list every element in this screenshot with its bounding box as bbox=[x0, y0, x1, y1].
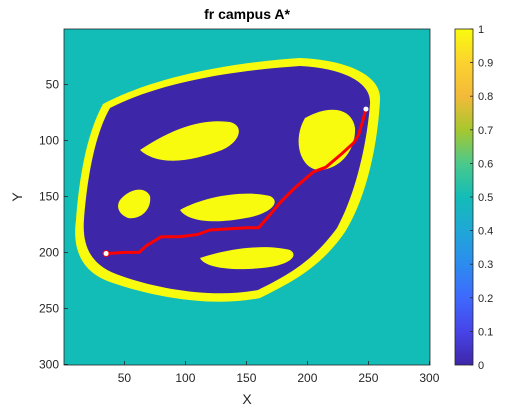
island-lower bbox=[200, 247, 294, 270]
path-end-marker bbox=[363, 106, 369, 112]
y-tick-label: 250 bbox=[39, 301, 59, 315]
colorbar-ticks: 0 0.1 0.2 0.3 0.4 0.5 0.6 0.7 0.8 0.9 1 bbox=[470, 24, 493, 372]
y-tick-label: 200 bbox=[39, 245, 59, 259]
colorbar-tick-label: 0.2 bbox=[478, 293, 493, 305]
y-tick-label: 300 bbox=[39, 357, 59, 371]
y-tick-label: 150 bbox=[39, 189, 59, 203]
colorbar-tick-label: 0.8 bbox=[478, 91, 493, 103]
colorbar-tick-label: 0.4 bbox=[478, 226, 493, 238]
x-tick-label: 200 bbox=[297, 371, 317, 385]
axes-box bbox=[63, 28, 431, 366]
colorbar-tick-label: 0.5 bbox=[478, 192, 493, 204]
island-mid bbox=[180, 193, 275, 222]
colorbar-tick-label: 0.7 bbox=[478, 125, 493, 137]
x-axis-ticks: 50 100 150 200 250 300 bbox=[118, 361, 440, 385]
colorbar-tick-label: 1 bbox=[478, 24, 484, 36]
y-tick-label: 100 bbox=[39, 133, 59, 147]
y-tick-label: 50 bbox=[46, 77, 60, 91]
colorbar-tick-label: 0.3 bbox=[478, 259, 493, 271]
x-tick-label: 100 bbox=[175, 371, 195, 385]
interior-features bbox=[118, 109, 356, 270]
island-top bbox=[140, 121, 239, 161]
chart-title: fr campus A* bbox=[204, 6, 290, 22]
path-start-marker bbox=[102, 250, 110, 258]
colorbar-tick-label: 0.9 bbox=[478, 58, 493, 70]
astar-path bbox=[104, 107, 368, 256]
colorbar-tick-label: 0.6 bbox=[478, 158, 493, 170]
y-axis-ticks: 50 100 150 200 250 300 bbox=[39, 77, 68, 371]
plot-area bbox=[64, 29, 430, 365]
occupancy-region bbox=[83, 66, 371, 294]
x-tick-label: 150 bbox=[236, 371, 256, 385]
y-axis-label: Y bbox=[9, 192, 25, 202]
colorbar-tick-label: 0 bbox=[478, 360, 484, 372]
x-tick-label: 50 bbox=[118, 371, 132, 385]
colorbar-tick-label: 0.1 bbox=[478, 326, 493, 338]
island-left bbox=[118, 189, 151, 219]
x-axis-label: X bbox=[242, 391, 252, 407]
x-tick-label: 250 bbox=[358, 371, 378, 385]
x-tick-label: 300 bbox=[419, 371, 439, 385]
